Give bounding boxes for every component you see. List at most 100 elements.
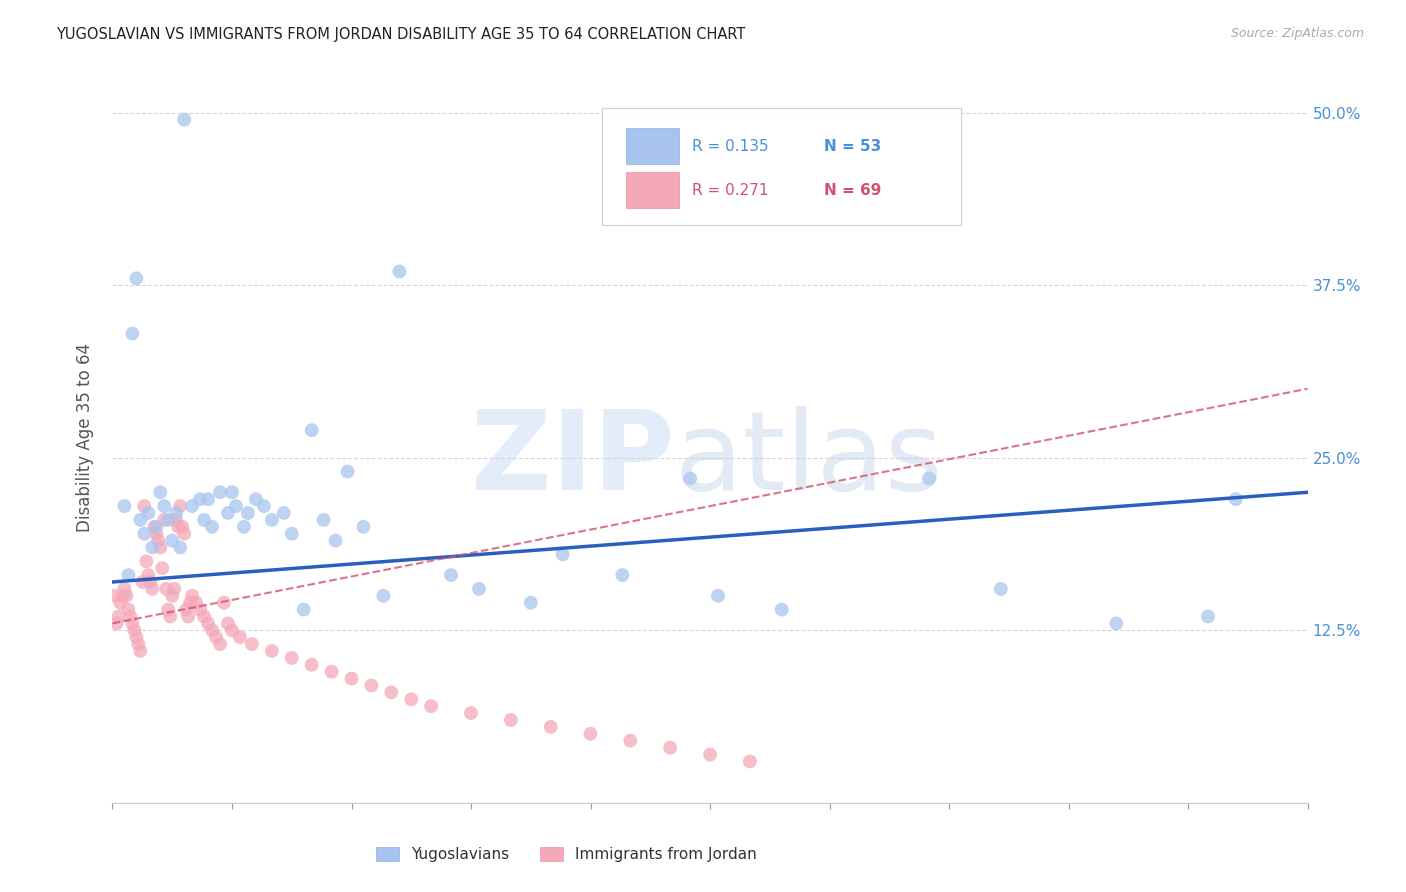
Point — [253, 499, 276, 513]
Point — [352, 520, 374, 534]
Point — [162, 533, 183, 548]
Point — [150, 561, 173, 575]
Point — [212, 596, 235, 610]
Point — [193, 609, 215, 624]
Point — [134, 499, 156, 513]
Point — [236, 506, 259, 520]
Point — [225, 499, 247, 513]
Point — [209, 485, 232, 500]
Point — [301, 657, 323, 672]
FancyBboxPatch shape — [627, 128, 679, 164]
Point — [420, 699, 443, 714]
Point — [120, 609, 142, 624]
Point — [540, 720, 562, 734]
Point — [221, 485, 243, 500]
Point — [173, 526, 195, 541]
Point — [619, 733, 641, 747]
Point — [321, 665, 343, 679]
Text: ZIP: ZIP — [471, 406, 675, 513]
Point — [468, 582, 491, 596]
Point — [209, 637, 232, 651]
Text: YUGOSLAVIAN VS IMMIGRANTS FROM JORDAN DISABILITY AGE 35 TO 64 CORRELATION CHART: YUGOSLAVIAN VS IMMIGRANTS FROM JORDAN DI… — [56, 27, 745, 42]
Point — [707, 589, 730, 603]
Point — [197, 492, 219, 507]
Point — [520, 596, 543, 610]
Point — [373, 589, 395, 603]
FancyBboxPatch shape — [603, 108, 962, 225]
Point — [165, 506, 187, 520]
Point — [188, 492, 211, 507]
Point — [612, 568, 634, 582]
Point — [121, 616, 143, 631]
Point — [186, 596, 208, 610]
Point — [340, 672, 363, 686]
Point — [124, 624, 146, 638]
Point — [159, 609, 181, 624]
Point — [115, 589, 138, 603]
Point — [181, 589, 204, 603]
Point — [679, 471, 702, 485]
Point — [145, 526, 167, 541]
Text: atlas: atlas — [675, 406, 942, 513]
Point — [260, 513, 283, 527]
Point — [659, 740, 682, 755]
Point — [1105, 616, 1128, 631]
Point — [918, 471, 941, 485]
Point — [167, 520, 190, 534]
Point — [111, 589, 134, 603]
Point — [114, 499, 135, 513]
FancyBboxPatch shape — [627, 172, 679, 208]
Point — [240, 637, 263, 651]
Point — [233, 520, 256, 534]
Point — [138, 568, 160, 582]
Point — [401, 692, 423, 706]
Point — [360, 678, 382, 692]
Text: N = 53: N = 53 — [824, 139, 880, 154]
Point — [114, 582, 135, 596]
Point — [174, 602, 197, 616]
Point — [163, 582, 186, 596]
Point — [173, 112, 195, 127]
Point — [117, 568, 139, 582]
Point — [117, 602, 139, 616]
Point — [181, 499, 204, 513]
Point — [125, 630, 148, 644]
Point — [440, 568, 463, 582]
Point — [221, 624, 243, 638]
Point — [139, 574, 162, 589]
Point — [193, 513, 215, 527]
Point — [105, 616, 128, 631]
Point — [141, 541, 163, 555]
Point — [110, 596, 132, 610]
Point — [138, 506, 160, 520]
Point — [499, 713, 522, 727]
Point — [141, 582, 163, 596]
Point — [388, 264, 411, 278]
Point — [153, 513, 176, 527]
Point — [129, 513, 152, 527]
Point — [172, 520, 194, 534]
Point — [301, 423, 323, 437]
Point — [135, 554, 157, 568]
Point — [103, 589, 125, 603]
Point — [336, 465, 359, 479]
Point — [229, 630, 252, 644]
Text: R = 0.271: R = 0.271 — [692, 183, 769, 198]
Point — [131, 574, 153, 589]
Point — [699, 747, 721, 762]
Point — [325, 533, 347, 548]
Point — [770, 602, 793, 616]
Point — [217, 506, 239, 520]
Point — [153, 499, 176, 513]
Legend: Yugoslavians, Immigrants from Jordan: Yugoslavians, Immigrants from Jordan — [370, 841, 763, 868]
Point — [157, 513, 180, 527]
Point — [107, 609, 129, 624]
Point — [121, 326, 143, 341]
Point — [217, 616, 239, 631]
Point — [1197, 609, 1219, 624]
Point — [143, 520, 166, 534]
Point — [579, 727, 602, 741]
Point — [1225, 492, 1247, 507]
Point — [157, 602, 180, 616]
Point — [260, 644, 283, 658]
